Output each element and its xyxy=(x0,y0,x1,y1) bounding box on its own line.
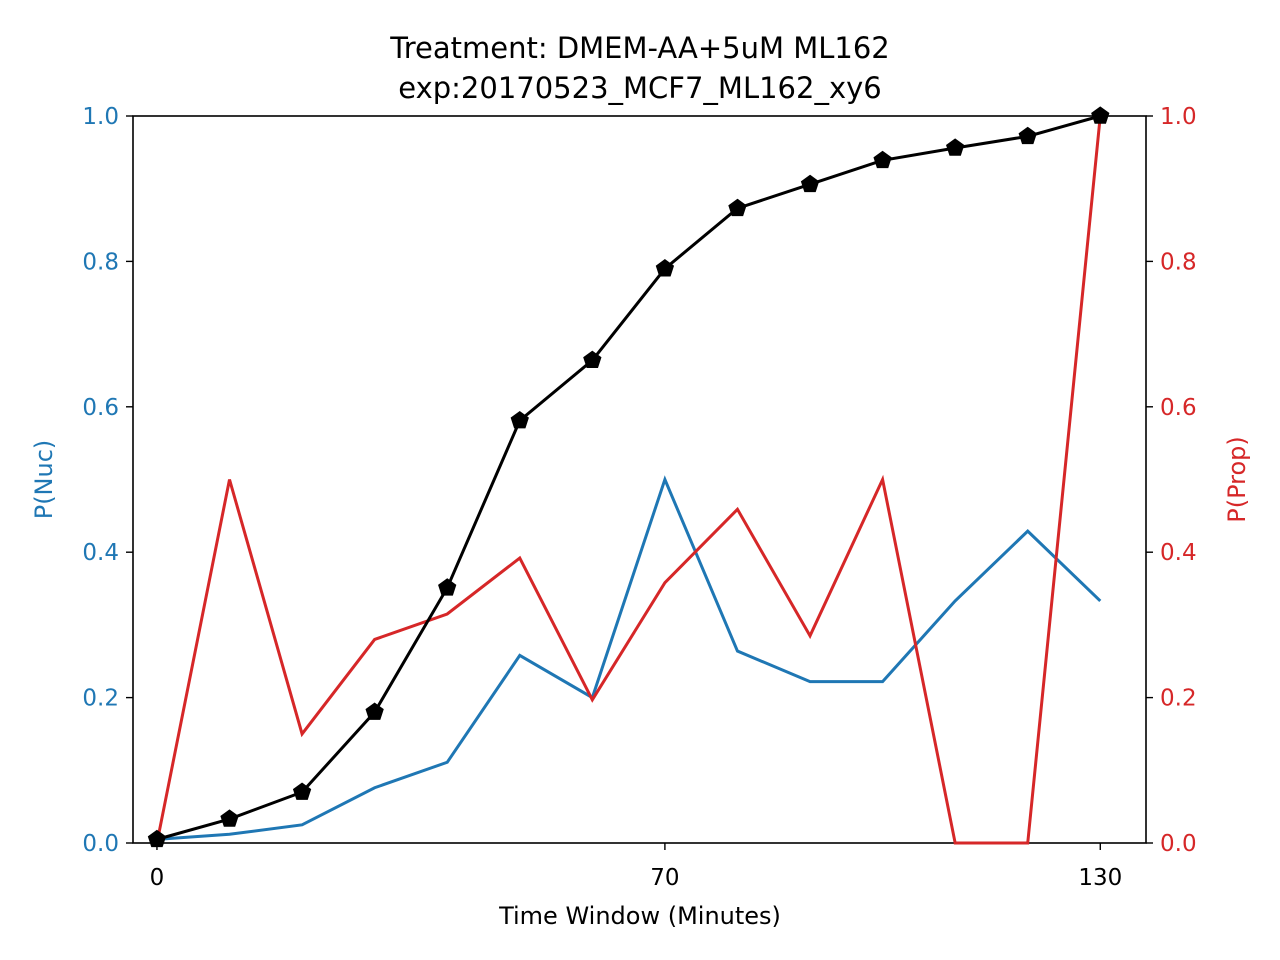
series-3-point xyxy=(510,410,529,429)
right-y-tick-label: 0.6 xyxy=(1160,395,1197,421)
series-3-point xyxy=(292,782,312,800)
x-tick-label: 130 xyxy=(1078,865,1122,891)
right-y-axis-ticks: 0.0 0.2 0.4 0.6 0.8 1.0 xyxy=(1146,104,1197,857)
right-y-tick-label: 0.8 xyxy=(1160,249,1197,275)
plot-area xyxy=(132,115,1147,844)
series-3-point xyxy=(438,578,457,596)
series-3-point xyxy=(655,259,675,277)
x-axis-label: Time Window (Minutes) xyxy=(498,902,781,930)
x-axis-ticks: 0 70 130 xyxy=(150,843,1122,891)
left-y-tick-label: 0.4 xyxy=(82,540,119,566)
series-3-point xyxy=(1018,126,1037,145)
series-3-point xyxy=(800,174,820,193)
series-3-point xyxy=(873,150,892,169)
plot-frame xyxy=(132,115,1147,844)
left-y-axis-ticks: 0.0 0.2 0.4 0.6 0.8 1.0 xyxy=(82,104,133,857)
right-y-tick-label: 1.0 xyxy=(1160,104,1197,130)
series-3-point xyxy=(147,829,167,848)
right-y-tick-label: 0.4 xyxy=(1160,540,1197,566)
series-3-point xyxy=(946,138,965,156)
series-3-point xyxy=(1091,106,1110,124)
left-y-tick-label: 0.2 xyxy=(82,686,119,712)
left-y-tick-label: 1.0 xyxy=(82,104,119,130)
left-y-tick-label: 0.0 xyxy=(82,831,119,857)
series-3-point xyxy=(583,350,602,369)
right-y-tick-label: 0.0 xyxy=(1160,831,1197,857)
series-3-point xyxy=(365,702,384,720)
series-3-point xyxy=(220,809,239,827)
series-layer xyxy=(147,106,1110,848)
left-y-axis-label: P(Nuc) xyxy=(30,440,58,520)
right-y-tick-label: 0.2 xyxy=(1160,686,1197,712)
left-y-tick-label: 0.8 xyxy=(82,249,119,275)
series-line-1 xyxy=(156,475,1102,841)
series-3-point xyxy=(728,198,747,217)
chart-title: Treatment: DMEM-AA+5uM ML162 xyxy=(389,31,889,65)
x-tick-label: 0 xyxy=(150,865,165,891)
right-y-axis-label: P(Prop) xyxy=(1223,436,1251,523)
series-line-3 xyxy=(156,114,1101,841)
series-line-2 xyxy=(155,115,1102,845)
x-tick-label: 70 xyxy=(650,865,679,891)
left-y-tick-label: 0.6 xyxy=(82,395,119,421)
chart-subtitle: exp:20170523_MCF7_ML162_xy6 xyxy=(398,71,881,105)
